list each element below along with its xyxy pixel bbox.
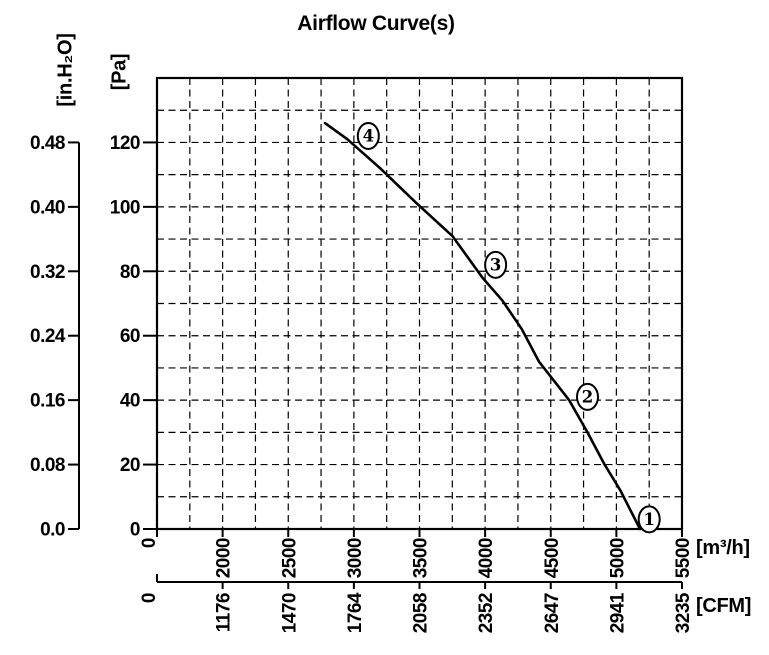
operating-point-number: 3 — [490, 255, 501, 274]
pa-tick-label: 60 — [120, 326, 140, 347]
operating-point-circle — [484, 250, 508, 279]
inh2o-tick-label: 0.40 — [30, 197, 65, 218]
pa-tick-label: 40 — [120, 391, 140, 412]
operating-point-circle — [637, 505, 661, 534]
inh2o-tick-label: 0.16 — [30, 391, 65, 412]
pa-tick-label: 80 — [120, 262, 140, 283]
cfm-tick-label: 1470 — [279, 593, 300, 633]
inh2o-tick-label: 0.08 — [30, 455, 65, 476]
m3h-tick-label: 2000 — [214, 538, 235, 578]
operating-point-number: 4 — [363, 126, 374, 145]
plot-border — [155, 76, 684, 531]
inh2o-tick-label: 0.48 — [30, 133, 65, 154]
cfm-tick-label: 2058 — [411, 593, 432, 633]
cfm-tick-label: 0 — [139, 593, 160, 603]
m3h-tick-label: 3500 — [411, 538, 432, 578]
operating-point-circle — [576, 382, 599, 411]
m3h-tick-label: 5000 — [607, 538, 628, 578]
operating-point-number: 1 — [643, 510, 654, 529]
inh2o-axis: 0.0 0.08 0.16 0.24 0.32 0.40 0.48 — [30, 133, 80, 541]
chart-title: Airflow Curve(s) — [297, 12, 455, 35]
m3h-tick-label: 4500 — [542, 538, 563, 578]
x-axis-unit-cfm: [CFM] — [696, 595, 752, 617]
m3h-tick-label: 4000 — [476, 538, 497, 578]
operating-point-markers: 4 3 2 1 — [356, 121, 661, 534]
inh2o-tick-label: 0.32 — [30, 262, 65, 283]
operating-point-circle — [356, 121, 380, 150]
m3h-tick-label: 3000 — [345, 538, 366, 578]
pa-axis: 0 20 40 60 80 100 120 — [110, 133, 157, 541]
m3h-axis: 0 2000 2500 3000 3500 4000 4500 5000 5500 — [139, 530, 694, 578]
cfm-tick-label: 3235 — [673, 592, 694, 633]
operating-point-number: 2 — [582, 387, 593, 406]
cfm-axis: 0 1176 1470 1764 2058 2352 2647 2941 3235 — [139, 574, 694, 633]
m3h-tick-label: 5500 — [673, 538, 694, 578]
fan-curve — [323, 121, 642, 531]
inh2o-tick-label: 0.24 — [30, 326, 66, 347]
m3h-tick-label: 2500 — [279, 538, 300, 578]
cfm-tick-label: 1764 — [345, 592, 366, 633]
pa-tick-label: 20 — [120, 455, 140, 476]
cfm-tick-label: 2647 — [542, 593, 563, 633]
m3h-tick-label: 0 — [139, 538, 160, 548]
x-axis-unit-m3h: [m³/h] — [696, 537, 750, 559]
cfm-tick-label: 2352 — [476, 593, 497, 633]
pa-tick-label: 100 — [110, 197, 140, 218]
inh2o-tick-label: 0.0 — [40, 520, 65, 541]
pa-tick-label: 120 — [110, 133, 140, 154]
pa-tick-label: 0 — [130, 520, 140, 541]
cfm-tick-label: 2941 — [607, 592, 628, 633]
cfm-tick-label: 1176 — [214, 593, 235, 632]
